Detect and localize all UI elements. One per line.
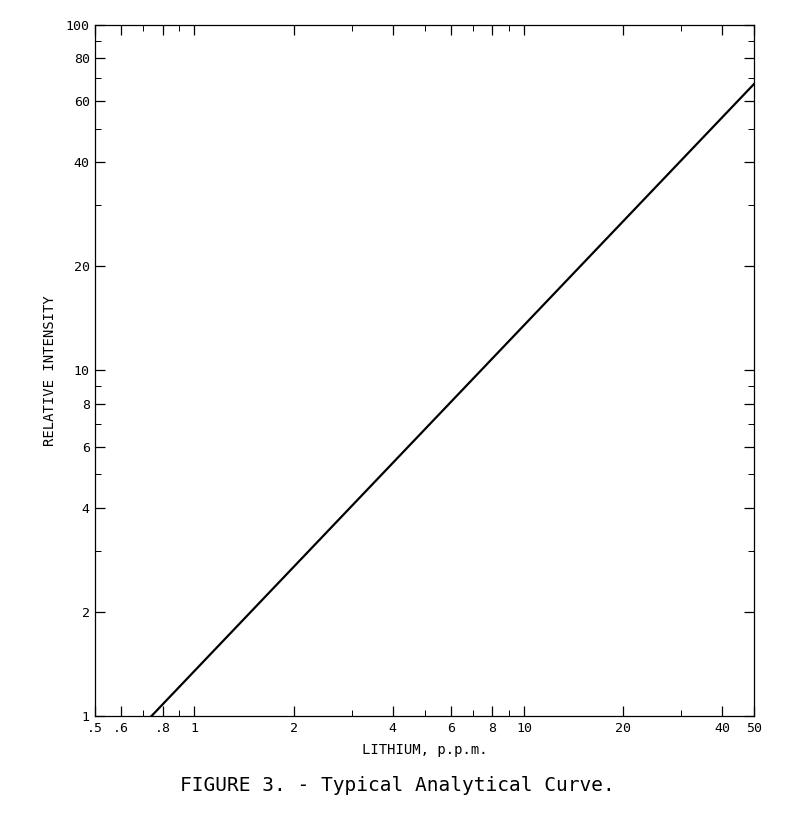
X-axis label: LITHIUM, p.p.m.: LITHIUM, p.p.m. (362, 743, 488, 757)
Y-axis label: RELATIVE INTENSITY: RELATIVE INTENSITY (44, 295, 57, 446)
Text: FIGURE 3. - Typical Analytical Curve.: FIGURE 3. - Typical Analytical Curve. (179, 776, 615, 796)
